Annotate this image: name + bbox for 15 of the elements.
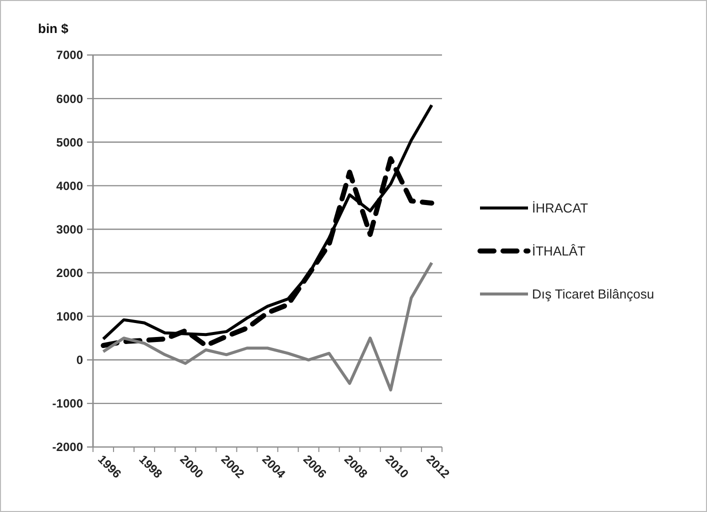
y-tick-label: 5000 (56, 135, 84, 150)
y-tick-label: 6000 (56, 92, 84, 106)
y-tick-label: 7000 (56, 48, 84, 62)
y-tick-label: 0 (76, 353, 84, 368)
y-tick-label: 1000 (56, 310, 84, 324)
y-axis-title: bin $ (38, 21, 70, 36)
legend-label: Dış Ticaret Bilânçosu (532, 286, 654, 302)
legend-label: İTHALÂT (532, 244, 586, 259)
y-tick-label: -1000 (52, 396, 84, 411)
y-tick-label: 3000 (56, 222, 84, 236)
y-tick-label: -2000 (52, 440, 84, 454)
line-series (102, 261, 434, 392)
legend-label: İHRACAT (532, 200, 588, 216)
y-tick-label: 2000 (56, 266, 84, 280)
y-tick-label: 4000 (56, 178, 84, 193)
